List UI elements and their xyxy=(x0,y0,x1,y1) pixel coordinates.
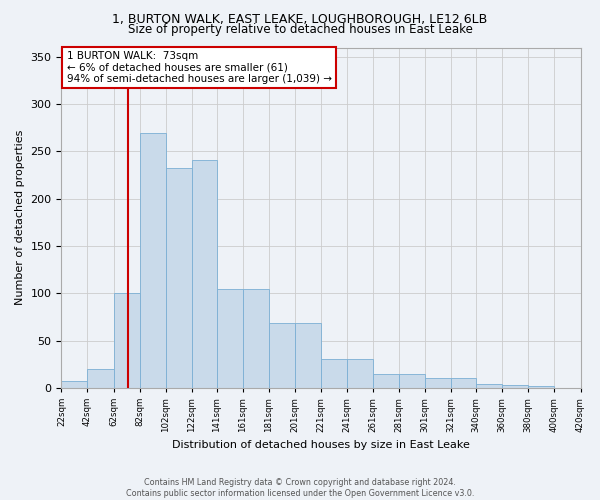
Bar xyxy=(399,374,425,388)
Bar xyxy=(61,381,88,388)
Bar xyxy=(581,386,600,388)
Bar xyxy=(217,288,242,388)
X-axis label: Distribution of detached houses by size in East Leake: Distribution of detached houses by size … xyxy=(172,440,470,450)
Bar xyxy=(88,369,113,388)
Bar xyxy=(502,385,529,388)
Bar xyxy=(347,360,373,388)
Y-axis label: Number of detached properties: Number of detached properties xyxy=(15,130,25,306)
Bar xyxy=(373,374,399,388)
Text: Contains HM Land Registry data © Crown copyright and database right 2024.
Contai: Contains HM Land Registry data © Crown c… xyxy=(126,478,474,498)
Bar xyxy=(113,293,140,388)
Bar xyxy=(192,160,217,388)
Text: 1 BURTON WALK:  73sqm
← 6% of detached houses are smaller (61)
94% of semi-detac: 1 BURTON WALK: 73sqm ← 6% of detached ho… xyxy=(67,51,332,84)
Bar xyxy=(425,378,451,388)
Bar xyxy=(166,168,192,388)
Text: 1, BURTON WALK, EAST LEAKE, LOUGHBOROUGH, LE12 6LB: 1, BURTON WALK, EAST LEAKE, LOUGHBOROUGH… xyxy=(112,12,488,26)
Bar xyxy=(476,384,502,388)
Text: Size of property relative to detached houses in East Leake: Size of property relative to detached ho… xyxy=(128,22,472,36)
Bar xyxy=(529,386,554,388)
Bar xyxy=(269,324,295,388)
Bar xyxy=(451,378,476,388)
Bar xyxy=(321,360,347,388)
Bar xyxy=(295,324,321,388)
Bar xyxy=(140,132,166,388)
Bar xyxy=(242,288,269,388)
